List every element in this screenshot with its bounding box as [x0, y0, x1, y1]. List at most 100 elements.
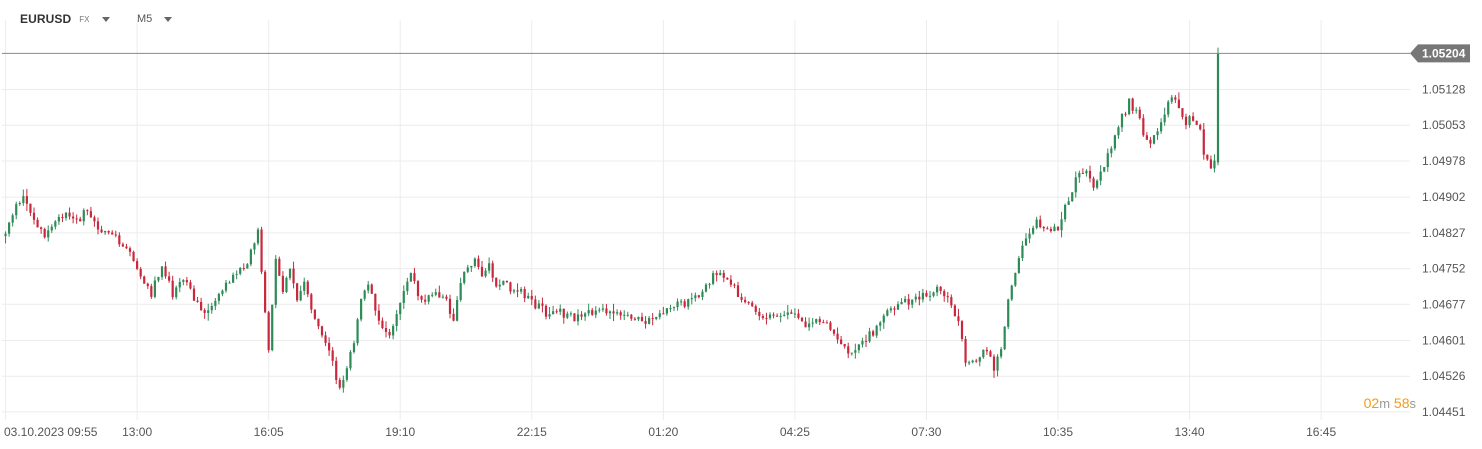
candle-body	[427, 295, 430, 302]
candle-body	[299, 290, 302, 301]
candle-body	[1014, 272, 1017, 286]
candle-body	[502, 280, 505, 285]
candle-body	[608, 311, 612, 314]
candle-body	[505, 280, 508, 283]
countdown-minutes-unit: m	[1379, 396, 1391, 411]
y-tick-label: 1.04827	[1422, 226, 1466, 240]
candle-body	[221, 290, 224, 295]
candle-body	[1096, 180, 1099, 188]
candle-body	[1188, 116, 1191, 126]
candle-body	[484, 270, 487, 277]
candle-body	[388, 331, 391, 336]
candle-body	[367, 284, 370, 291]
candle-body	[54, 221, 57, 227]
candle-body	[996, 356, 999, 371]
candle-body	[114, 234, 117, 236]
candle-body	[815, 319, 818, 323]
candle-body	[953, 305, 956, 317]
candle-body	[100, 229, 103, 233]
candle-body	[246, 264, 249, 269]
candle-body	[392, 326, 395, 336]
candle-body	[825, 322, 828, 324]
candle-body	[459, 282, 462, 300]
candle-body	[25, 196, 28, 204]
candle-body	[168, 276, 171, 281]
candle-body	[463, 271, 466, 283]
candle-body	[160, 266, 164, 278]
y-tick-label: 1.05053	[1422, 118, 1466, 132]
candle-body	[1106, 153, 1109, 168]
candle-body	[740, 297, 743, 300]
candle-body	[754, 306, 757, 312]
candle-body	[118, 235, 121, 245]
candle-body	[840, 339, 843, 345]
candle-body	[697, 295, 700, 298]
candle-body	[1071, 192, 1074, 202]
candle-body	[4, 233, 7, 237]
timeframe-selector[interactable]: M5	[137, 10, 173, 28]
candle-body	[96, 221, 100, 230]
candle-body	[932, 292, 935, 296]
candle-body	[207, 310, 210, 313]
candle-body	[868, 331, 871, 342]
candle-body	[640, 316, 644, 322]
candle-body	[146, 283, 149, 287]
candle-body	[776, 315, 779, 317]
candle-body	[15, 204, 18, 216]
candle-body	[662, 313, 665, 315]
candle-body	[680, 301, 683, 303]
timeframe-chevron-down-icon[interactable]	[164, 16, 173, 22]
candle-body	[228, 282, 231, 284]
candle-body	[288, 268, 292, 278]
candle-body	[623, 314, 626, 316]
candle-body	[200, 301, 203, 311]
candle-body	[36, 219, 39, 228]
candle-body	[1128, 98, 1131, 115]
candle-body	[32, 212, 36, 220]
candle-body	[896, 304, 900, 310]
candle-body	[345, 368, 348, 380]
symbol-selector[interactable]: EURUSD FX	[20, 10, 110, 28]
candle-body	[1199, 124, 1202, 130]
candle-body	[989, 351, 992, 357]
candle-body	[89, 211, 92, 218]
candle-body	[104, 230, 107, 233]
candle-body	[310, 294, 313, 310]
candle-body	[633, 318, 636, 320]
candle-body	[726, 277, 729, 280]
candle-body	[982, 349, 985, 358]
candle-body	[239, 268, 242, 274]
candle-body	[328, 342, 331, 351]
current-price-badge-bg	[1410, 44, 1470, 63]
symbol-chevron-down-icon[interactable]	[101, 16, 110, 22]
candle-body	[719, 272, 722, 276]
candle-body	[491, 263, 494, 278]
candle-body	[612, 311, 615, 314]
candle-body	[811, 322, 814, 324]
candle-body	[914, 296, 917, 300]
candle-body	[349, 351, 352, 369]
candle-body	[1174, 97, 1177, 100]
x-tick-label: 01:20	[648, 425, 678, 439]
candle-body	[267, 312, 270, 351]
candle-body	[918, 296, 921, 300]
candle-body	[111, 232, 114, 235]
candle-body	[1195, 120, 1198, 125]
candle-body	[936, 286, 939, 293]
candle-body	[992, 356, 996, 371]
candle-body	[374, 293, 377, 311]
symbol-type: FX	[79, 14, 90, 24]
candle-body	[512, 290, 516, 292]
candle-body	[676, 301, 679, 308]
candle-body	[861, 340, 864, 345]
candle-body	[320, 326, 324, 336]
candle-body	[192, 288, 196, 301]
candle-body	[281, 275, 284, 292]
candle-body	[1007, 299, 1010, 327]
candle-body	[264, 271, 267, 313]
current-price-badge: 1.05204	[1410, 44, 1470, 63]
candle-body	[495, 277, 498, 287]
candle-body	[1135, 109, 1138, 111]
candle-body	[751, 302, 754, 307]
